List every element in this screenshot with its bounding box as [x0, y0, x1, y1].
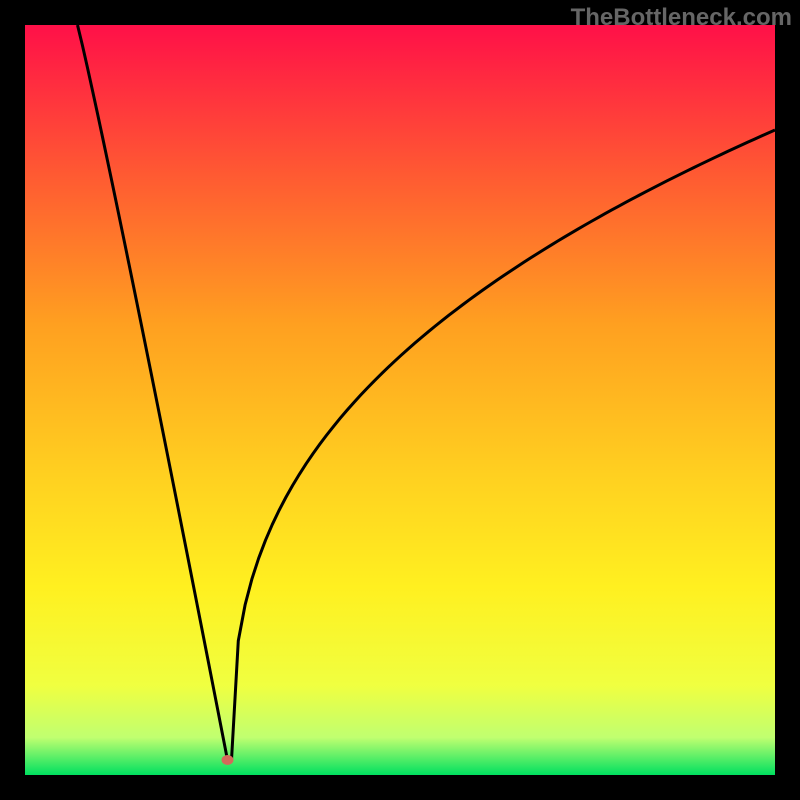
- chart-container: TheBottleneck.com: [0, 0, 800, 800]
- watermark-text: TheBottleneck.com: [563, 0, 800, 36]
- curve-layer: [25, 25, 775, 775]
- bottleneck-curve: [78, 25, 776, 760]
- plot-area: [25, 25, 775, 775]
- optimal-point-marker: [222, 755, 234, 765]
